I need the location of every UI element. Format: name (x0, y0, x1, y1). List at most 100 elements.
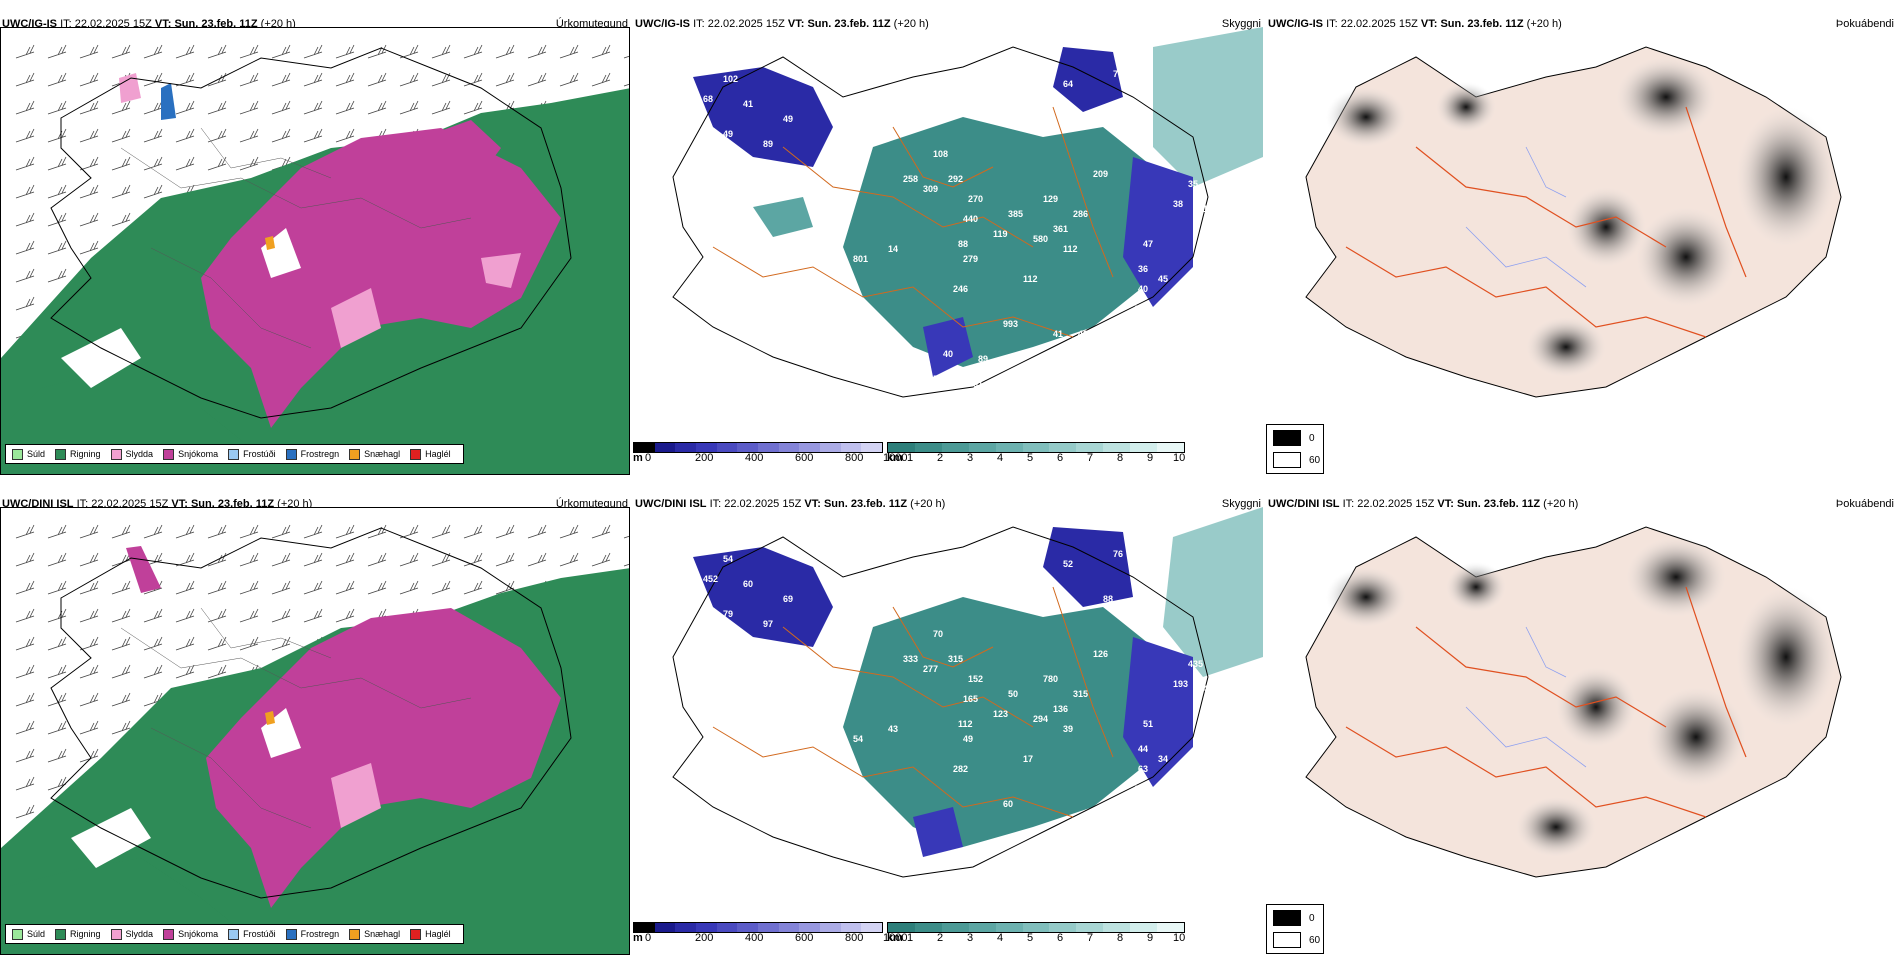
fog-indicator-panel-top: UWC/IG-IS IT: 22.02.2025 15Z VT: Sun. 23… (1266, 12, 1896, 480)
colorbar-tick: 10 (1173, 932, 1186, 944)
vt-label: VT: (787, 18, 805, 30)
colorbar-tick: 9 (1147, 932, 1154, 944)
legend-label: Rigning (70, 449, 101, 459)
fog-map (1266, 507, 1896, 955)
vt-value: Sun. 23.feb. 11Z (807, 18, 891, 30)
legend-label: Frostregn (300, 929, 340, 939)
cloud-visibility-map: 54 452 60 69 79 97 63 66 52 76 88 269 70 333 315 277 152… (633, 507, 1263, 955)
colorbar-tick: 4 (997, 932, 1004, 944)
cloud-base-value: 801 (853, 254, 868, 264)
colorbar-tick: 400 (745, 932, 764, 944)
cloud-base-value: 60 (743, 579, 753, 589)
model-name: UWC/IG-IS (1268, 18, 1323, 30)
legend-label: Frostregn (300, 449, 340, 459)
visibility-colorbar: km 1 2 3 4 5 6 7 8 9 10 (887, 922, 1187, 948)
colorbar-tick: 1 (907, 452, 914, 464)
legend-swatch (55, 928, 67, 940)
legend-label: Snjókoma (178, 449, 219, 459)
colorbar-tick: 1 (907, 932, 914, 944)
cloud-base-value: 40 (943, 349, 953, 359)
cloud-visibility-panel-bottom: UWC/DINI ISL IT: 22.02.2025 15Z VT: Sun.… (633, 492, 1263, 960)
legend-swatch (228, 448, 240, 460)
cloud-visibility-map: 102 68 41 49 49 89 81 99 64 77 89 92 108 258 292 309 270… (633, 27, 1263, 475)
it-label: IT: (76, 498, 89, 510)
legend-item-frostudi: Frostúði (228, 928, 276, 940)
cloud-base-value: 240 (1198, 684, 1213, 694)
cloud-base-value: 88 (1103, 594, 1113, 604)
cloud-base-value: 435 (1188, 659, 1203, 669)
legend-swatch (228, 928, 240, 940)
cloud-base-value: 17 (1023, 754, 1033, 764)
legend-item-haglel: Haglél (410, 928, 451, 940)
legend-item-sudd: Súld (12, 928, 45, 940)
legend-swatch (349, 448, 361, 460)
cloud-base-value: 112 (958, 719, 973, 729)
legend-item-rigning: Rigning (55, 448, 101, 460)
cloud-base-value: 47 (1143, 239, 1153, 249)
colorbar-tick: 2 (937, 452, 944, 464)
cloud-base-value: 385 (1008, 209, 1023, 219)
lead-time: (+20 h) (1526, 18, 1562, 30)
legend-item-haglel: Haglél (410, 448, 451, 460)
lead-time: (+20 h) (893, 18, 929, 30)
colorbar-unit: m (633, 452, 643, 464)
colorbar-tick: 5 (1027, 452, 1034, 464)
cloud-base-value: 99 (763, 189, 773, 199)
legend-item-slydda: Slydda (110, 448, 153, 460)
cloud-base-value: 126 (1093, 649, 1108, 659)
colorbar-tick: 3 (967, 932, 974, 944)
panel-header: UWC/DINI ISL IT: 22.02.2025 15Z VT: Sun.… (635, 498, 945, 510)
legend-swatch (110, 448, 122, 460)
cloud-base-value: 282 (953, 764, 968, 774)
cloud-base-value: 49 (963, 734, 973, 744)
cloud-base-value: 54 (723, 554, 733, 564)
cloud-base-value: 97 (763, 619, 773, 629)
cloud-base-value: 452 (703, 574, 718, 584)
panel-title: Skyggni (1221, 18, 1261, 30)
legend-item-snjokoma: Snjókoma (163, 448, 219, 460)
fog-legend: 0 60 (1266, 904, 1324, 954)
model-name: UWC/DINI ISL (1268, 498, 1340, 510)
cloud-base-value: 42 (1078, 329, 1088, 339)
it-value: 22.02.2025 15Z (707, 18, 785, 30)
cloud-base-value: 52 (1118, 319, 1128, 329)
vt-value: Sun. 23.feb. 11Z (1440, 18, 1524, 30)
cloud-base-colorbar-fill (633, 922, 883, 933)
model-name: UWC/IG-IS (635, 18, 690, 30)
colorbar-tick: 800 (845, 932, 864, 944)
cloud-base-value: 246 (953, 284, 968, 294)
fog-swatch (1273, 452, 1301, 468)
cloud-base-value: 77 (1113, 69, 1123, 79)
cloud-base-value: 45 (1118, 799, 1128, 809)
cloud-base-value: 44 (1138, 744, 1148, 754)
cloud-base-value: 333 (903, 654, 918, 664)
cloud-base-value: 780 (1043, 674, 1058, 684)
visibility-colorbar-fill (887, 922, 1185, 933)
legend-item-snaehagl: Snæhagl (349, 448, 400, 460)
fog-swatch (1273, 430, 1301, 446)
cloud-base-value: 36 (1138, 264, 1148, 274)
fog-legend-value: 60 (1309, 934, 1321, 946)
cloud-base-value: 89 (978, 354, 988, 364)
visibility-colorbar: km 1 2 3 4 5 6 7 8 9 10 (887, 442, 1187, 468)
legend-swatch (410, 448, 422, 460)
cloud-base-value: 45 (1158, 274, 1168, 284)
cloud-base-value: 102 (723, 74, 738, 84)
cloud-base-value: 123 (993, 709, 1008, 719)
cloud-base-value: 39 (1063, 724, 1073, 734)
panel-title: Þokuábendi (1835, 18, 1894, 30)
fog-legend-value: 60 (1309, 454, 1321, 466)
lead-time: (+20 h) (910, 498, 946, 510)
cloud-base-value: 292 (948, 174, 963, 184)
cloud-base-value: 34 (1158, 754, 1168, 764)
cloud-base-value: 209 (1093, 169, 1108, 179)
precip-legend: Súld Rigning Slydda Snjókoma Frostúði Fr… (5, 924, 464, 944)
cloud-base-value: 361 (1053, 224, 1068, 234)
legend-item-frostregn: Frostregn (285, 928, 340, 940)
cloud-base-value: 88 (958, 239, 968, 249)
legend-label: Haglél (425, 929, 451, 939)
cloud-base-value: 41 (743, 99, 753, 109)
cloud-base-value: 76 (1113, 549, 1123, 559)
cloud-base-value: 165 (963, 694, 978, 704)
legend-label: Snjókoma (178, 929, 219, 939)
